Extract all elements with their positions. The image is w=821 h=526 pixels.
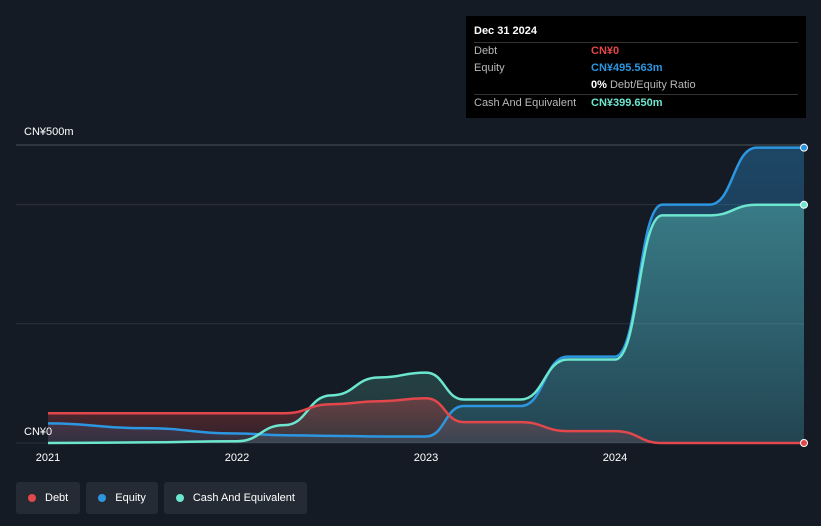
tooltip-row-debt: Debt CN¥0 xyxy=(474,42,798,60)
tooltip-row-equity: Equity CN¥495.563m xyxy=(474,60,798,77)
tooltip-equity-value: CN¥495.563m xyxy=(591,62,663,74)
y-axis-labels: CN¥500m CN¥0 xyxy=(24,126,74,438)
x-axis-labels: 2021 2022 2023 2024 xyxy=(36,452,627,464)
cash-and-equivalent-endpoint xyxy=(800,200,808,209)
tooltip-row-cash: Cash And Equivalent CN¥399.650m xyxy=(474,94,798,112)
y-tick-label-max: CN¥500m xyxy=(24,126,74,138)
legend-equity-label: Equity xyxy=(115,492,146,504)
tooltip-row-ratio: 0% Debt/Equity Ratio xyxy=(474,77,798,94)
x-tick-label: 2024 xyxy=(603,452,627,464)
tooltip-cash-value: CN¥399.650m xyxy=(591,97,663,109)
tooltip-ratio-value: 0% Debt/Equity Ratio xyxy=(591,77,696,94)
x-tick-label: 2023 xyxy=(414,452,438,464)
equity-dot-icon xyxy=(98,494,107,502)
tooltip-equity-label: Equity xyxy=(474,62,505,74)
tooltip-panel: Dec 31 2024 Debt CN¥0 Equity CN¥495.563m… xyxy=(466,16,806,118)
debt-dot-icon xyxy=(28,494,36,502)
legend-debt-label: Debt xyxy=(45,492,69,504)
cash-dot-icon xyxy=(175,494,184,502)
legend-item-equity[interactable]: Equity xyxy=(86,482,158,514)
series-lines xyxy=(47,146,804,445)
tooltip-ratio-text: Debt/Equity Ratio xyxy=(606,79,696,91)
equity-line xyxy=(47,146,804,438)
debt-endpoint xyxy=(800,439,808,447)
legend: Debt Equity Cash And Equivalent xyxy=(16,482,307,514)
series-endpoints xyxy=(800,143,808,447)
tooltip-debt-value: CN¥0 xyxy=(591,45,620,57)
equity-endpoint xyxy=(800,143,808,152)
legend-cash-label: Cash And Equivalent xyxy=(192,492,295,504)
tooltip-cash-label: Cash And Equivalent xyxy=(474,97,577,109)
tooltip-debt-label: Debt xyxy=(474,45,498,57)
cash-and-equivalent-line xyxy=(47,203,804,445)
tooltip-ratio-number: 0% xyxy=(591,79,607,91)
x-tick-label: 2021 xyxy=(36,452,60,464)
tooltip-date: Dec 31 2024 xyxy=(474,25,537,37)
legend-item-debt[interactable]: Debt xyxy=(16,482,81,514)
legend-item-cash[interactable]: Cash And Equivalent xyxy=(163,482,307,514)
cash-and-equivalent-area xyxy=(48,204,804,443)
x-tick-label: 2022 xyxy=(225,452,249,464)
y-tick-label-min: CN¥0 xyxy=(24,426,52,438)
tooltip-ratio-label xyxy=(474,77,591,94)
debt-line xyxy=(48,397,804,445)
